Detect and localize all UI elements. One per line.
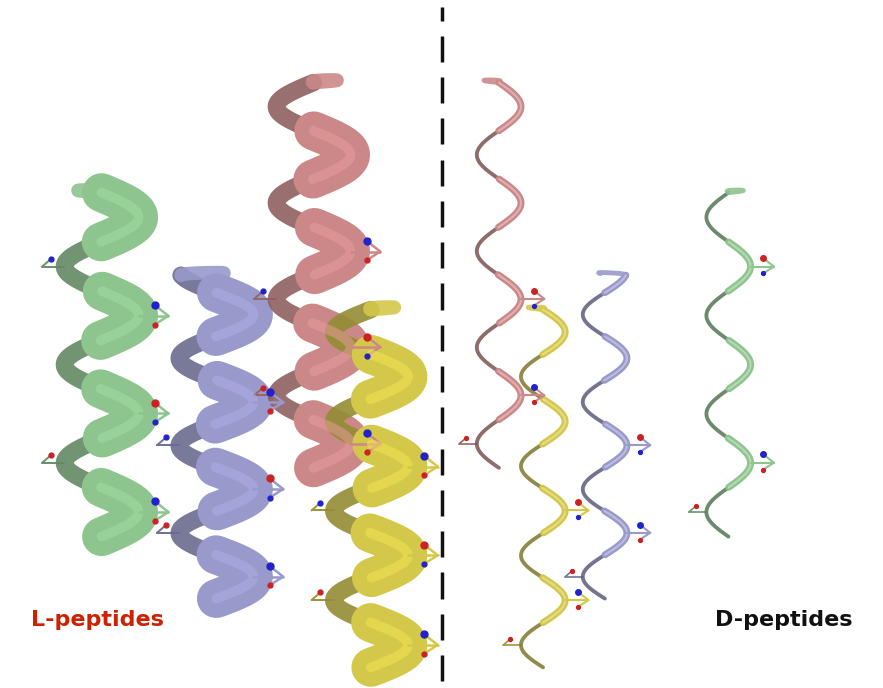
Text: L-peptides: L-peptides [31, 610, 163, 630]
Text: D-peptides: D-peptides [714, 610, 852, 630]
